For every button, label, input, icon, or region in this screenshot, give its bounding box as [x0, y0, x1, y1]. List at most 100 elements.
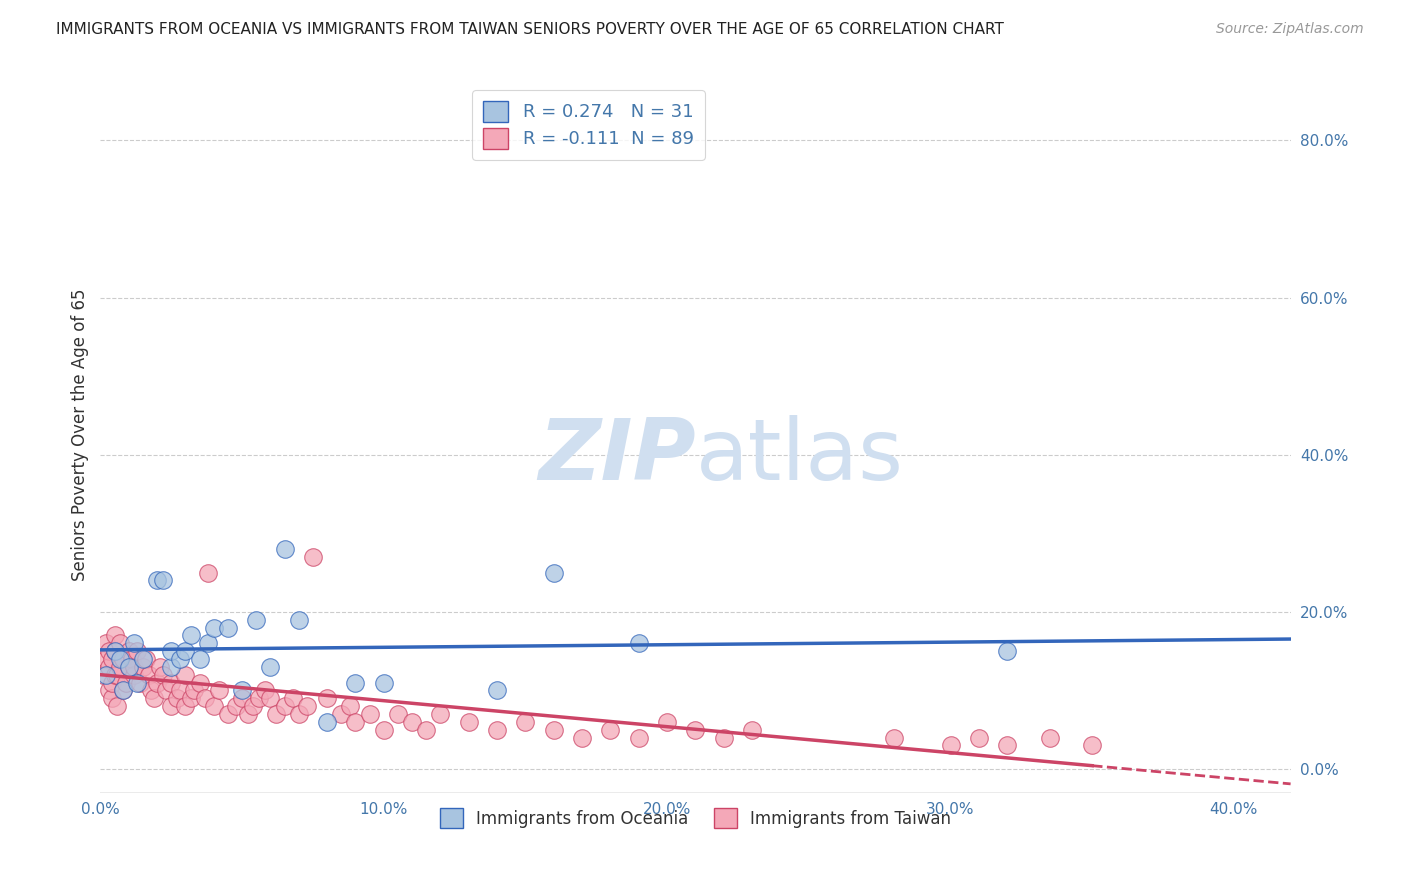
- Point: [287, 707, 309, 722]
- Point: [152, 574, 174, 588]
- Point: [103, 667, 125, 681]
- Point: [118, 644, 141, 658]
- Text: atlas: atlas: [696, 415, 904, 498]
- Point: [457, 714, 479, 729]
- Point: [111, 683, 134, 698]
- Point: [169, 652, 191, 666]
- Point: [103, 628, 125, 642]
- Point: [188, 652, 211, 666]
- Point: [100, 652, 122, 666]
- Point: [627, 636, 650, 650]
- Point: [401, 714, 423, 729]
- Point: [543, 723, 565, 737]
- Point: [264, 707, 287, 722]
- Point: [273, 541, 295, 556]
- Point: [146, 574, 169, 588]
- Point: [995, 644, 1018, 658]
- Point: [121, 652, 143, 666]
- Point: [135, 652, 157, 666]
- Legend: Immigrants from Oceania, Immigrants from Taiwan: Immigrants from Oceania, Immigrants from…: [433, 802, 957, 834]
- Point: [111, 683, 134, 698]
- Point: [259, 691, 281, 706]
- Point: [231, 683, 253, 698]
- Point: [197, 636, 219, 650]
- Point: [231, 691, 253, 706]
- Point: [287, 613, 309, 627]
- Point: [543, 566, 565, 580]
- Point: [166, 691, 188, 706]
- Point: [1081, 739, 1104, 753]
- Point: [174, 699, 197, 714]
- Point: [297, 699, 319, 714]
- Point: [316, 691, 339, 706]
- Point: [160, 675, 183, 690]
- Point: [127, 644, 149, 658]
- Point: [108, 652, 131, 666]
- Point: [316, 714, 339, 729]
- Point: [100, 675, 122, 690]
- Text: ZIP: ZIP: [538, 415, 696, 498]
- Point: [344, 675, 367, 690]
- Point: [685, 723, 707, 737]
- Point: [253, 683, 276, 698]
- Point: [967, 731, 990, 745]
- Point: [160, 644, 183, 658]
- Point: [118, 660, 141, 674]
- Point: [94, 652, 117, 666]
- Point: [94, 667, 117, 681]
- Point: [741, 723, 763, 737]
- Point: [124, 636, 146, 650]
- Point: [100, 691, 122, 706]
- Point: [359, 707, 381, 722]
- Point: [242, 699, 264, 714]
- Point: [415, 723, 437, 737]
- Point: [883, 731, 905, 745]
- Point: [124, 667, 146, 681]
- Point: [152, 667, 174, 681]
- Point: [429, 707, 451, 722]
- Point: [281, 691, 304, 706]
- Point: [225, 699, 247, 714]
- Point: [94, 636, 117, 650]
- Point: [339, 699, 361, 714]
- Point: [169, 683, 191, 698]
- Text: Source: ZipAtlas.com: Source: ZipAtlas.com: [1216, 22, 1364, 37]
- Point: [149, 660, 172, 674]
- Point: [217, 707, 239, 722]
- Point: [180, 628, 202, 642]
- Point: [155, 683, 177, 698]
- Point: [132, 660, 155, 674]
- Point: [245, 613, 267, 627]
- Point: [344, 714, 367, 729]
- Point: [138, 667, 160, 681]
- Point: [183, 683, 205, 698]
- Point: [486, 723, 509, 737]
- Point: [387, 707, 409, 722]
- Point: [127, 675, 149, 690]
- Point: [174, 644, 197, 658]
- Point: [146, 675, 169, 690]
- Point: [132, 652, 155, 666]
- Point: [174, 667, 197, 681]
- Point: [124, 660, 146, 674]
- Point: [713, 731, 735, 745]
- Point: [97, 683, 120, 698]
- Point: [217, 621, 239, 635]
- Point: [571, 731, 593, 745]
- Point: [208, 683, 231, 698]
- Point: [302, 549, 325, 564]
- Point: [129, 675, 152, 690]
- Point: [97, 660, 120, 674]
- Point: [515, 714, 537, 729]
- Point: [143, 691, 166, 706]
- Point: [202, 699, 225, 714]
- Point: [939, 739, 962, 753]
- Point: [103, 644, 125, 658]
- Point: [115, 675, 138, 690]
- Point: [247, 691, 270, 706]
- Point: [160, 660, 183, 674]
- Y-axis label: Seniors Poverty Over the Age of 65: Seniors Poverty Over the Age of 65: [72, 289, 89, 582]
- Point: [160, 699, 183, 714]
- Point: [141, 683, 163, 698]
- Point: [108, 636, 131, 650]
